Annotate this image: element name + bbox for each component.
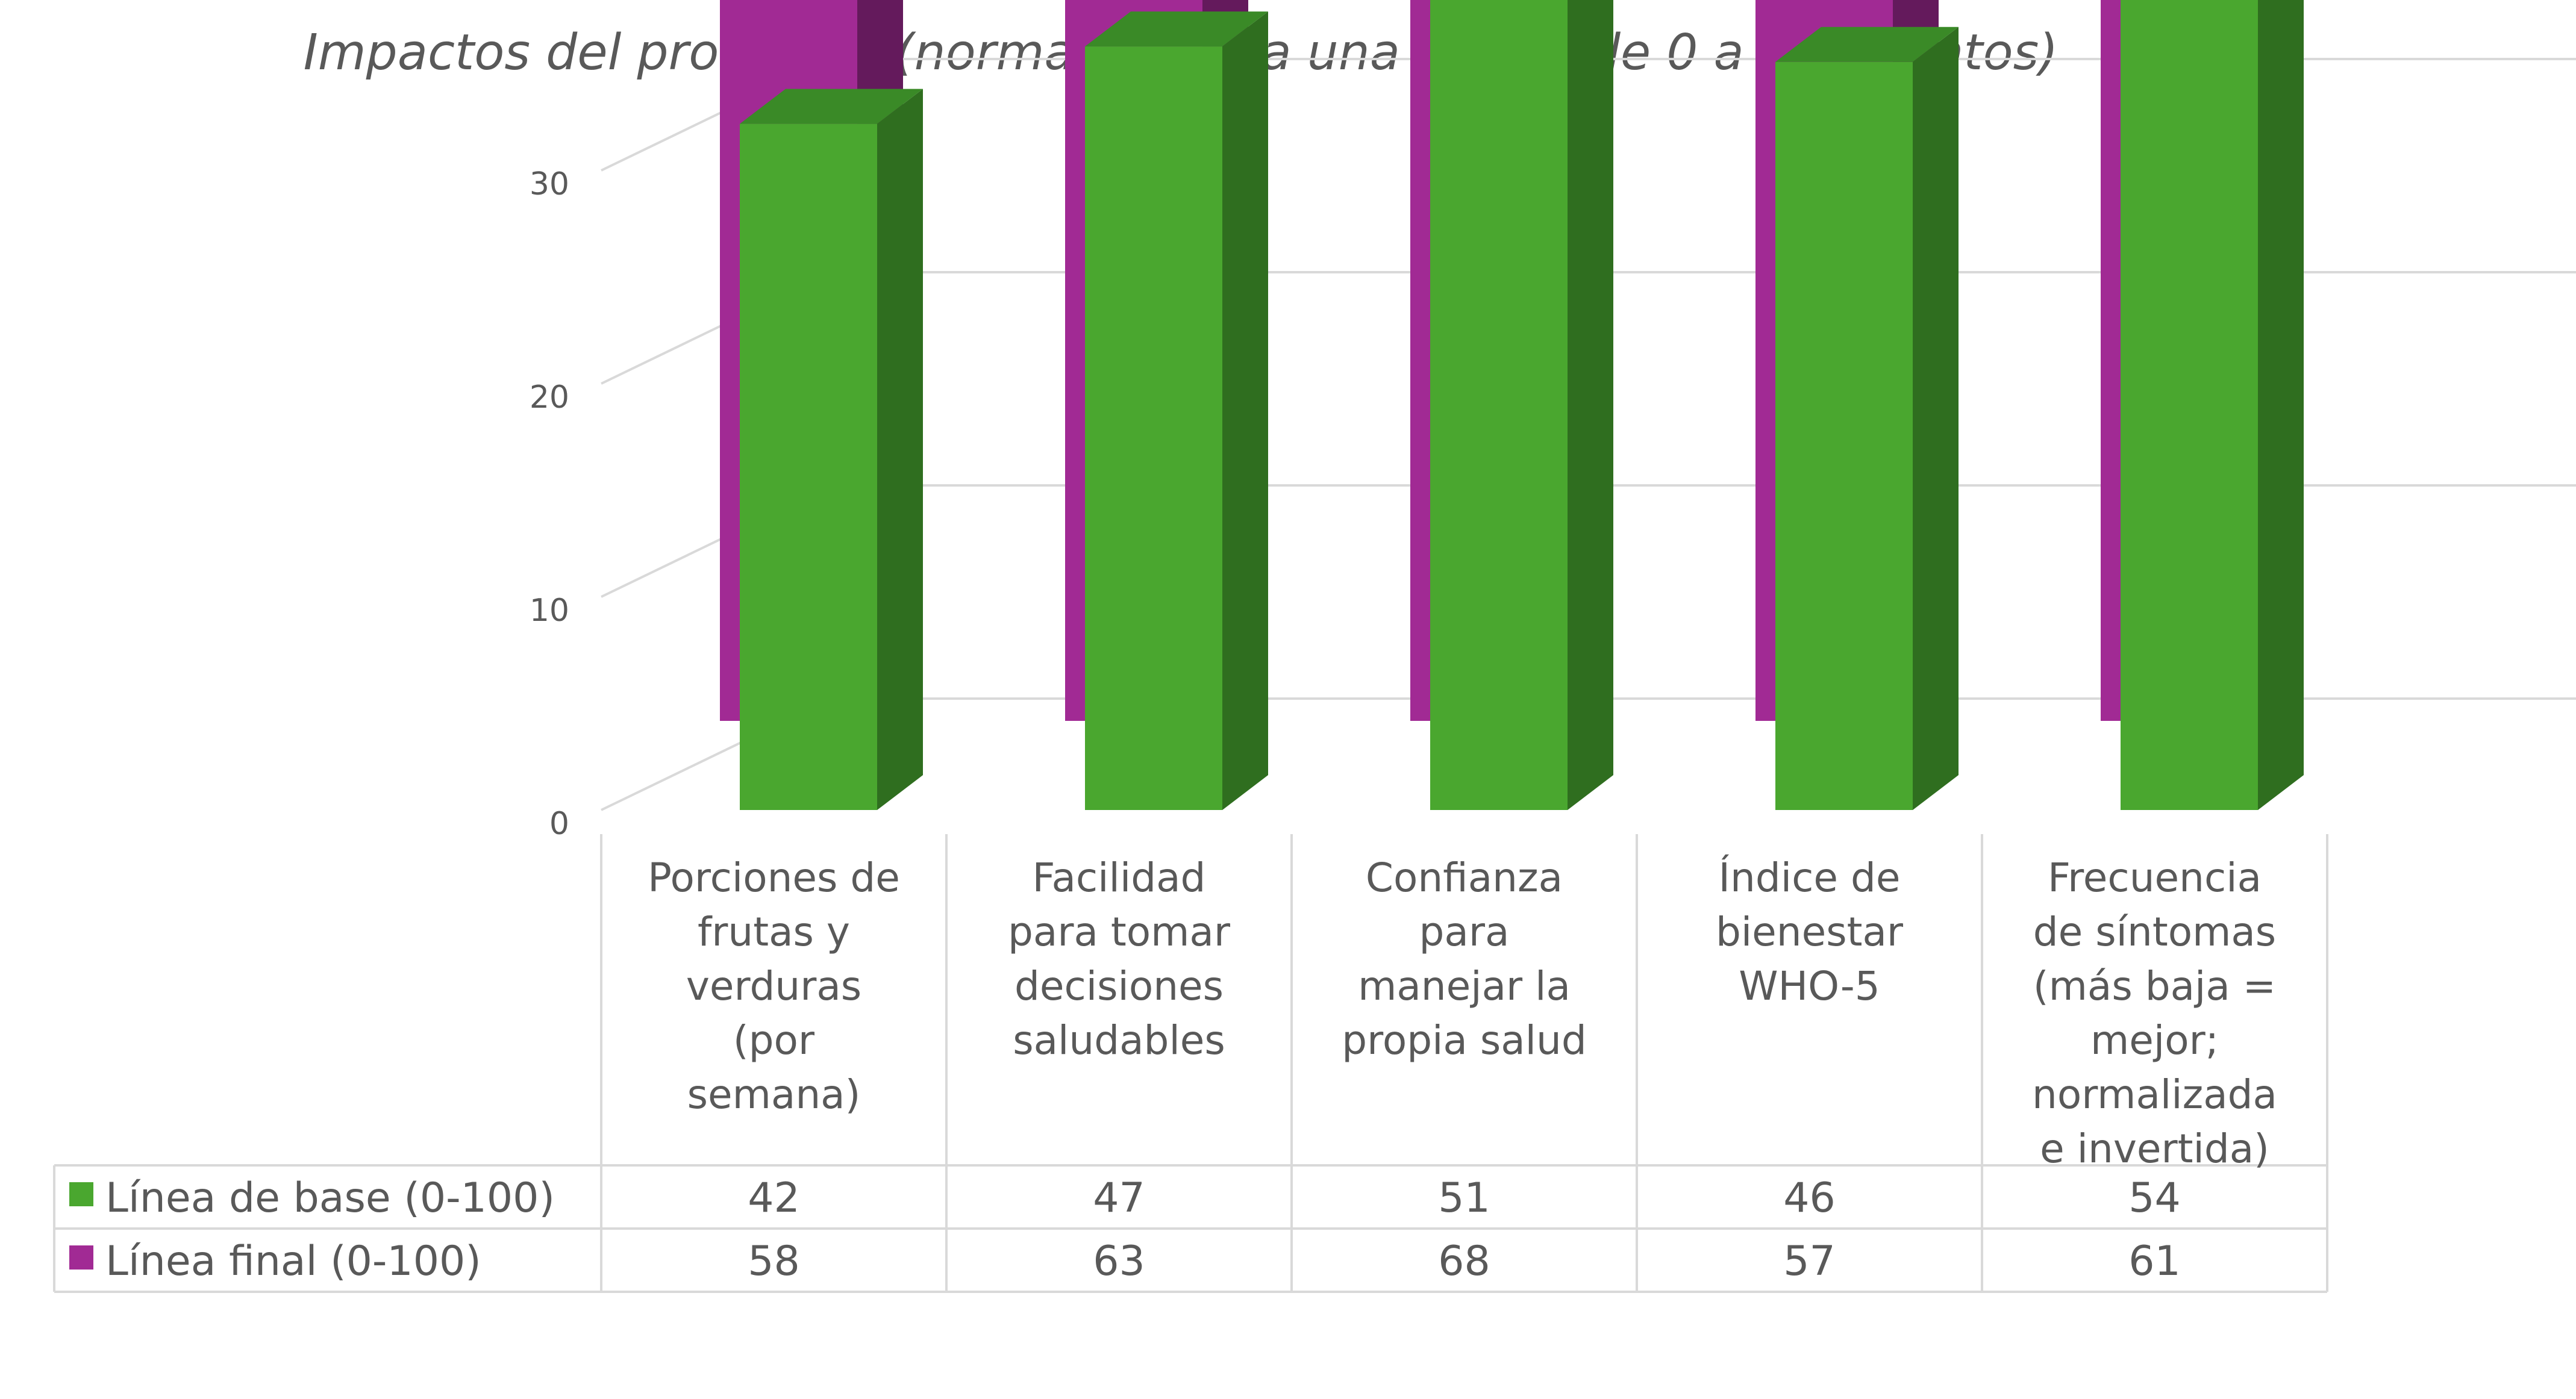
y-axis-ticks: 010203040506070 xyxy=(530,166,569,842)
data-table-value: 42 xyxy=(748,1174,800,1222)
x-category-label: Índice de bienestar WHO-5 xyxy=(1716,854,1904,1009)
y-tick-label: 20 xyxy=(530,379,569,416)
data-table-value: 61 xyxy=(2128,1238,2181,1285)
bars xyxy=(720,0,2304,811)
legend-label: Línea de base (0-100) xyxy=(105,1174,555,1222)
legend-swatch xyxy=(69,1245,93,1270)
data-table-value: 63 xyxy=(1093,1238,1145,1285)
data-table-value: 47 xyxy=(1093,1174,1145,1222)
bar-base xyxy=(1775,26,1959,810)
bar-base xyxy=(1430,0,1613,810)
data-table-value: 54 xyxy=(2128,1174,2181,1222)
y-tick-label: 0 xyxy=(549,806,569,842)
data-table-value: 46 xyxy=(1783,1174,1836,1222)
data-table-value: 58 xyxy=(748,1238,800,1285)
x-category-label: Frecuencia de síntomas (más baja = mejor; no… xyxy=(2032,855,2277,1172)
data-table-value: 68 xyxy=(1438,1238,1490,1285)
data-table-value: 51 xyxy=(1438,1174,1490,1222)
data-table: Porciones de frutas y verduras (por semana) F… xyxy=(53,834,2328,1293)
bar-base xyxy=(2121,0,2304,811)
data-table-value: 57 xyxy=(1783,1238,1836,1285)
x-category-label: Confianza para manejar la propia salud xyxy=(1342,855,1587,1064)
bar-base xyxy=(1085,11,1268,811)
y-tick-label: 10 xyxy=(530,593,569,629)
x-category-label: Porciones de frutas y verduras (por semana) xyxy=(648,855,900,1118)
x-category-label: Facilidad para tomar decisiones saludables xyxy=(1008,855,1231,1064)
legend-swatch xyxy=(69,1182,93,1206)
legend-label: Línea final (0-100) xyxy=(105,1238,481,1285)
bar-base xyxy=(740,89,923,811)
y-tick-label: 30 xyxy=(530,166,569,202)
